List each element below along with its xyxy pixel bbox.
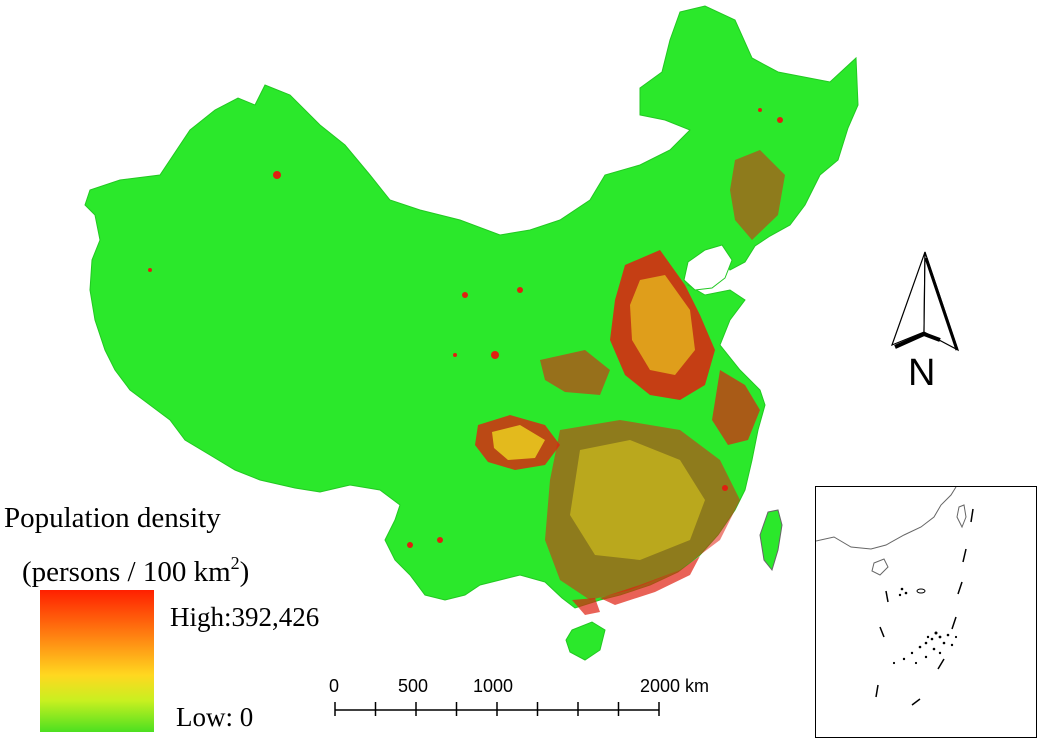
taiwan-island [759,509,783,572]
legend-unit: (persons / 100 km2) [22,553,250,588]
inset-hainan [871,558,889,576]
inset-boundary-dashes [875,508,974,706]
inset-taiwan [956,504,967,529]
scale-label-1000: 1000 [473,676,514,696]
legend-high-label: High:392,426 [170,602,320,632]
dense-population-areas [148,108,785,615]
scale-label-500: 500 [398,676,429,696]
legend-color-bar [40,590,154,732]
south-china-sea-inset [815,486,1037,738]
legend-low-label: Low: 0 [176,702,254,732]
scale-label-2000: 2000 km [640,676,710,696]
north-arrow-icon [890,251,960,352]
hainan-island [565,621,606,661]
legend-title: Population density [4,502,221,534]
inset-map [815,486,974,706]
inset-islands [892,587,958,665]
north-label: N [908,352,936,394]
scale-label-0: 0 [329,676,340,696]
scale-bar [334,702,660,716]
bohai-sea [683,244,733,291]
inset-coastline [815,486,957,550]
